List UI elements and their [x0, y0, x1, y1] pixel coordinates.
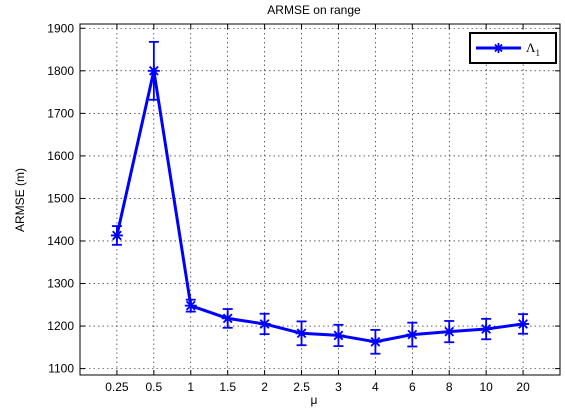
x-tick-label: 3	[335, 380, 342, 394]
y-tick-label: 1400	[47, 234, 74, 248]
x-tick-label: 0.25	[105, 380, 129, 394]
x-tick-label: 1	[187, 380, 194, 394]
x-tick-label: 10	[479, 380, 493, 394]
x-tick-label: 2.5	[293, 380, 310, 394]
data-point-marker	[332, 329, 345, 342]
series-line	[115, 69, 524, 344]
data-point-marker	[406, 328, 419, 341]
data-point-marker	[110, 229, 123, 242]
data-point-marker	[184, 299, 197, 312]
data-point-marker	[369, 335, 382, 348]
x-tick-label: 1.5	[219, 380, 236, 394]
data-point-marker	[295, 327, 308, 340]
data-point-marker	[258, 317, 271, 330]
x-axis-label: μ	[311, 393, 318, 407]
y-tick-label: 1200	[47, 319, 74, 333]
series-layer	[110, 40, 530, 355]
legend-series-subscript: 1	[535, 48, 540, 58]
chart-title: ARMSE on range	[267, 3, 361, 17]
legend-series-name: Λ	[526, 40, 536, 55]
ticks: 1100 1200 1300 1400 1500 1600 1700 1800 1900 0.25…	[47, 21, 560, 394]
y-tick-label: 1100	[48, 362, 74, 376]
y-tick-label: 1700	[47, 106, 74, 120]
plot-frame	[79, 23, 561, 376]
legend-label: Λ1	[526, 40, 540, 58]
data-point-marker	[147, 64, 160, 77]
data-point-marker	[480, 323, 493, 336]
x-tick-label: 0.5	[146, 380, 163, 394]
y-tick-label: 1500	[47, 191, 74, 205]
data-point-marker	[517, 317, 530, 330]
y-axis-label: ARMSE (m)	[13, 168, 27, 232]
legend: Λ1	[469, 32, 557, 64]
x-tick-label: 8	[446, 380, 453, 394]
y-tick-label: 1600	[47, 149, 74, 163]
x-tick-label: 4	[372, 380, 379, 394]
grid	[80, 24, 560, 375]
x-tick-label: 2	[261, 380, 268, 394]
y-tick-label: 1900	[47, 21, 74, 35]
legend-marker	[493, 43, 504, 53]
y-tick-label: 1300	[47, 277, 74, 291]
x-tick-label: 6	[409, 380, 416, 394]
y-tick-label: 1800	[47, 64, 74, 78]
data-point-marker	[221, 312, 234, 325]
x-tick-label: 20	[516, 380, 530, 394]
data-point-marker	[443, 325, 456, 338]
